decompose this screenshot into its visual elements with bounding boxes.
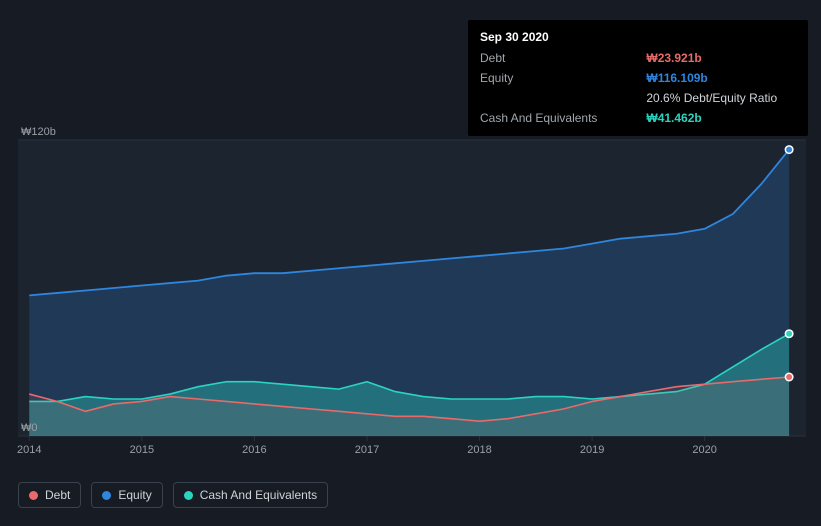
tooltip-date: Sep 30 2020 <box>480 28 796 46</box>
tooltip-equity-label: Equity <box>480 68 646 88</box>
tooltip-debt-value: ₩23.921b <box>646 48 796 68</box>
x-tick-label: 2016 <box>242 444 266 456</box>
legend-swatch-debt <box>29 491 38 500</box>
tooltip-cash-label: Cash And Equivalents <box>480 108 646 128</box>
chart-legend: Debt Equity Cash And Equivalents <box>18 482 328 508</box>
x-tick-label: 2014 <box>17 444 41 456</box>
x-tick-label: 2018 <box>467 444 491 456</box>
tooltip-debt-label: Debt <box>480 48 646 68</box>
x-tick-label: 2019 <box>580 444 604 456</box>
tooltip-ratio-value: 20.6% <box>646 91 680 105</box>
x-tick-label: 2017 <box>355 444 379 456</box>
legend-item-equity[interactable]: Equity <box>91 482 162 508</box>
y-tick-label: ₩0 <box>21 422 38 434</box>
tooltip-cash-value: ₩41.462b <box>646 108 796 128</box>
legend-label-cash: Cash And Equivalents <box>200 488 317 502</box>
tooltip-equity-value: ₩116.109b <box>646 68 796 88</box>
legend-item-cash[interactable]: Cash And Equivalents <box>173 482 328 508</box>
legend-label-debt: Debt <box>45 488 70 502</box>
legend-swatch-equity <box>102 491 111 500</box>
chart-tooltip: Sep 30 2020 Debt ₩23.921b Equity ₩116.10… <box>468 20 808 136</box>
y-tick-label: ₩120b <box>21 126 56 138</box>
tooltip-ratio-label: Debt/Equity Ratio <box>684 91 777 105</box>
legend-item-debt[interactable]: Debt <box>18 482 81 508</box>
x-tick-label: 2015 <box>130 444 154 456</box>
legend-label-equity: Equity <box>118 488 151 502</box>
legend-swatch-cash <box>184 491 193 500</box>
x-tick-label: 2020 <box>692 444 716 456</box>
